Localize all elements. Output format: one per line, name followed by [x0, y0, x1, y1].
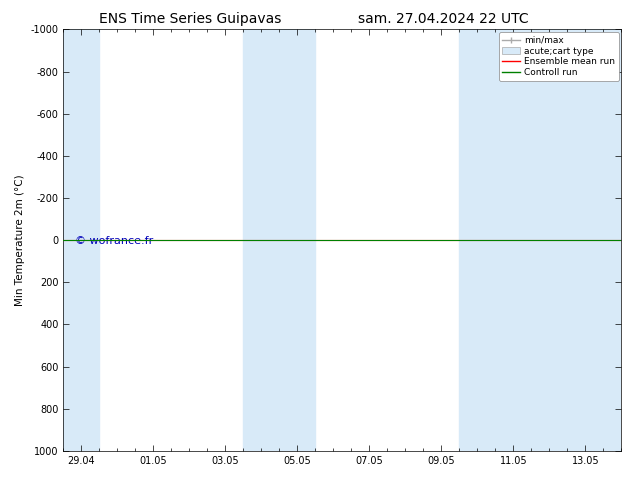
Y-axis label: Min Temperature 2m (°C): Min Temperature 2m (°C) — [15, 174, 25, 306]
Text: sam. 27.04.2024 22 UTC: sam. 27.04.2024 22 UTC — [358, 12, 529, 26]
Legend: min/max, acute;cart type, Ensemble mean run, Controll run: min/max, acute;cart type, Ensemble mean … — [499, 32, 619, 81]
Text: © wofrance.fr: © wofrance.fr — [75, 236, 153, 246]
Bar — [460, 29, 621, 451]
Text: ENS Time Series Guipavas: ENS Time Series Guipavas — [99, 12, 281, 26]
Bar — [63, 29, 100, 451]
Bar — [243, 29, 315, 451]
